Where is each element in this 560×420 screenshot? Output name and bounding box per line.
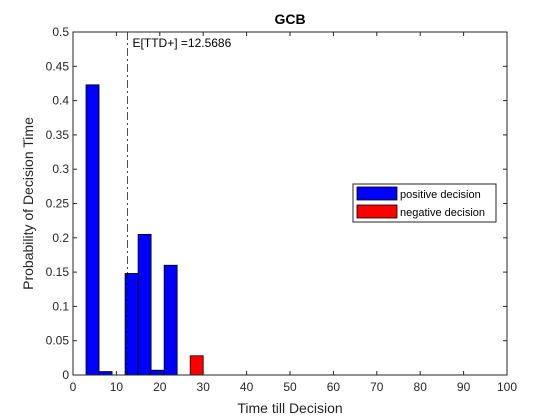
legend-label-negative: negative decision (400, 207, 485, 219)
chart-title: GCB (274, 11, 305, 27)
legend-swatch-negative (356, 204, 398, 219)
x-tick-label: 50 (283, 380, 297, 394)
y-tick-label: 0.05 (46, 334, 70, 348)
positive-decision-bar (150, 369, 165, 376)
y-tick-label: 0.1 (52, 299, 69, 313)
y-axis-label: Probability of Decision Time (20, 117, 36, 290)
y-tick-label: 0.25 (46, 197, 70, 211)
y-tick-label: 0.35 (46, 128, 70, 142)
positive-decision-bar (163, 264, 178, 376)
legend: positive decision negative decision (352, 183, 497, 223)
y-tick-label: 0.45 (46, 59, 70, 73)
x-tick-label: 60 (327, 380, 341, 394)
x-tick-label: 100 (497, 380, 517, 394)
positive-decision-bar (137, 233, 152, 376)
expected-ttd-label: E[TTD+] =12.5686 (133, 36, 232, 50)
positive-decision-bar (85, 84, 100, 376)
x-tick-label: 90 (457, 380, 471, 394)
y-tick-label: 0.15 (46, 265, 70, 279)
y-tick-label: 0.5 (52, 25, 69, 39)
x-tick-label: 40 (240, 380, 254, 394)
bars-group (85, 84, 204, 376)
x-tick-label: 70 (370, 380, 384, 394)
x-tick-label: 0 (70, 380, 77, 394)
y-axis-ticks: 0 0.05 0.1 0.15 0.2 0.25 0.3 0.35 0.4 0.45 0.5 (46, 25, 507, 382)
y-tick-label: 0.4 (52, 94, 69, 108)
x-tick-label: 10 (110, 380, 124, 394)
x-tick-label: 20 (153, 380, 167, 394)
x-tick-label: 80 (414, 380, 428, 394)
y-tick-label: 0.3 (52, 162, 69, 176)
annotation-group: E[TTD+] =12.5686 (127, 32, 232, 375)
negative-decision-bar (189, 355, 204, 376)
x-axis-ticks: 0 10 20 30 40 50 60 70 80 90 100 (70, 32, 517, 394)
legend-swatch-positive (356, 186, 398, 201)
positive-decision-bar (124, 273, 139, 376)
y-tick-label: 0 (62, 368, 69, 382)
x-tick-label: 30 (197, 380, 211, 394)
y-tick-label: 0.2 (52, 231, 69, 245)
x-axis-label: Time till Decision (237, 400, 342, 416)
positive-decision-bar (98, 371, 113, 376)
legend-label-positive: positive decision (400, 189, 481, 201)
